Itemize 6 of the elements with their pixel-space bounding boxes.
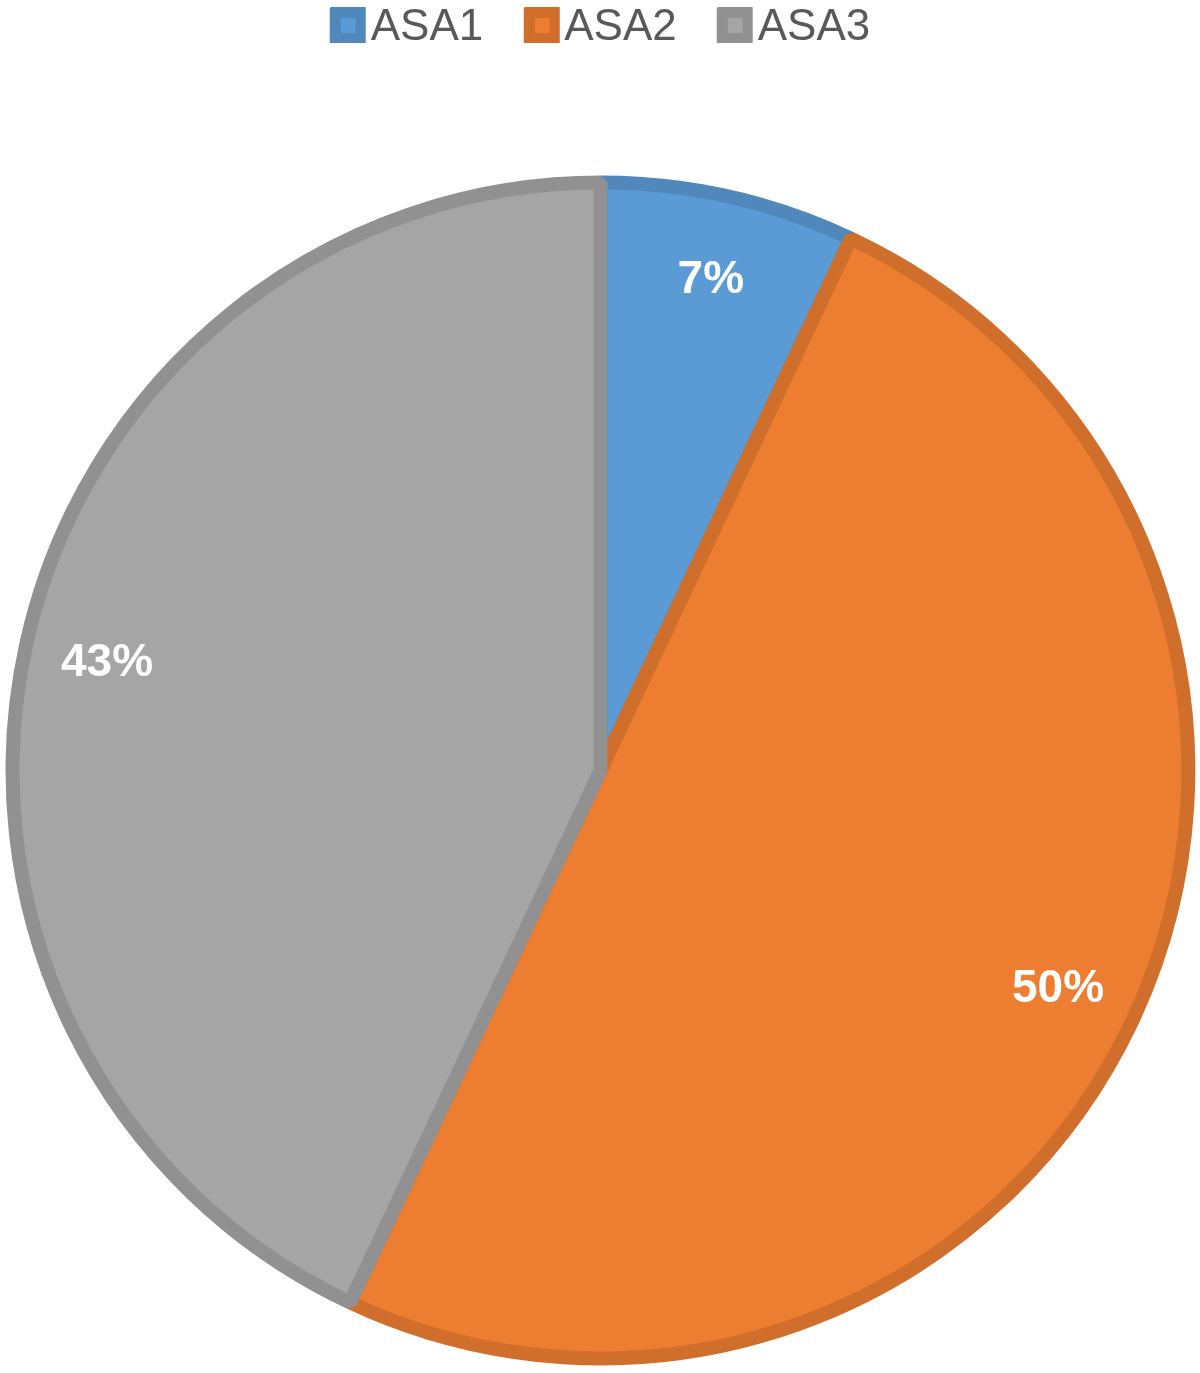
data-label: 43% xyxy=(60,634,154,687)
legend-label: ASA1 xyxy=(370,0,484,50)
legend-label: ASA2 xyxy=(564,0,677,50)
data-label: 50% xyxy=(1012,959,1105,1012)
data-label: 7% xyxy=(677,251,745,303)
legend-label: ASA3 xyxy=(757,0,871,50)
